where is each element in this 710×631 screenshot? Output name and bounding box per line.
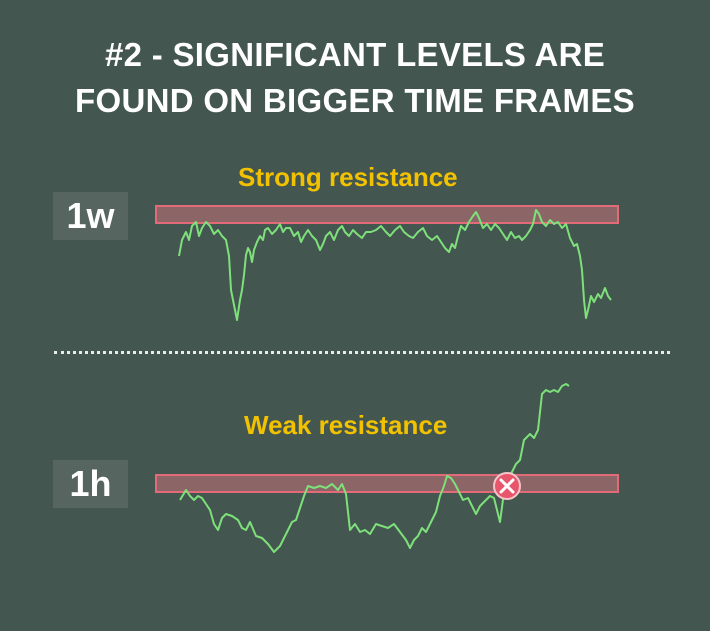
strong-resistance-band [155,205,619,224]
title-line-2: FOUND ON BIGGER TIME FRAMES [75,82,635,119]
title-line-1: #2 - SIGNIFICANT LEVELS ARE [104,36,606,73]
timeframe-badge-1w: 1w [53,192,128,240]
page-title: #2 - SIGNIFICANT LEVELS ARE FOUND ON BIG… [0,32,710,124]
weekly-price-line [178,209,612,321]
hourly-price-line [179,383,570,553]
strong-resistance-label: Strong resistance [238,162,458,192]
timeframe-badge-1h: 1h [53,460,128,508]
section-divider [54,351,670,354]
weak-resistance-label: Weak resistance [244,410,448,440]
break-x-icon [493,472,521,500]
